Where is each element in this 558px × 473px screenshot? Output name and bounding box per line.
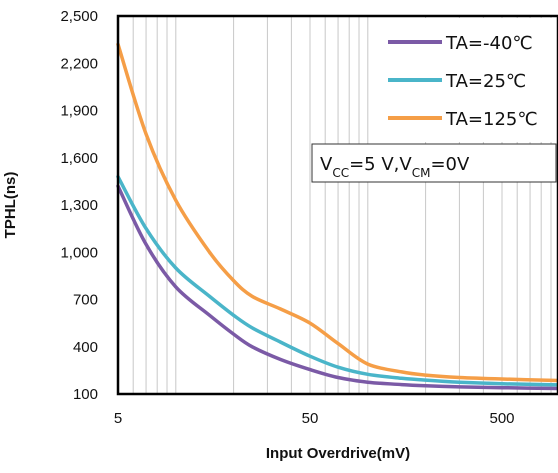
- y-tick-label-8: 2,500: [60, 8, 98, 25]
- legend-label-0: TA=-40℃: [445, 33, 533, 54]
- y-tick-label-5: 1,600: [60, 150, 98, 167]
- plot-frame: [116, 14, 558, 396]
- series-line-0: [116, 184, 558, 391]
- y-tick-label-6: 1,900: [60, 103, 98, 120]
- y-tick-label-4: 1,300: [60, 197, 98, 214]
- y-tick-label-3: 1,000: [60, 244, 98, 261]
- x-tick-label-2: 500: [489, 410, 514, 427]
- y-tick-label-7: 2,200: [60, 55, 98, 72]
- annotation-box: [311, 143, 557, 183]
- series-line-2: [116, 42, 558, 383]
- x-tick-label-1: 50: [302, 410, 319, 427]
- y-axis-ticks: 100 400 700 1,000 1,300 1,600 1,900 2,200 2,500: [60, 8, 98, 403]
- y-tick-label-0: 100: [73, 386, 98, 403]
- annotation-text: VCC=5 V,VCM=0V: [320, 154, 470, 180]
- y-tick-label-1: 400: [73, 339, 98, 356]
- x-tick-label-0: 5: [114, 410, 122, 427]
- y-tick-label-2: 700: [73, 292, 98, 309]
- chart-legend: TA=-40℃ TA=25℃ TA=125℃: [378, 18, 556, 142]
- legend-label-1: TA=25℃: [445, 71, 526, 92]
- conditions-annotation: VCC=5 V,VCM=0V: [311, 143, 557, 183]
- series-line-1: [116, 174, 558, 387]
- x-axis-ticks: 5 50 500: [114, 410, 515, 427]
- legend-label-2: TA=125℃: [445, 109, 538, 130]
- chart-series-layer: [116, 42, 558, 391]
- chart-grid: [132, 16, 552, 394]
- y-axis-title: TPHL(ns): [2, 172, 19, 239]
- x-axis-title: Input Overdrive(mV): [266, 445, 410, 462]
